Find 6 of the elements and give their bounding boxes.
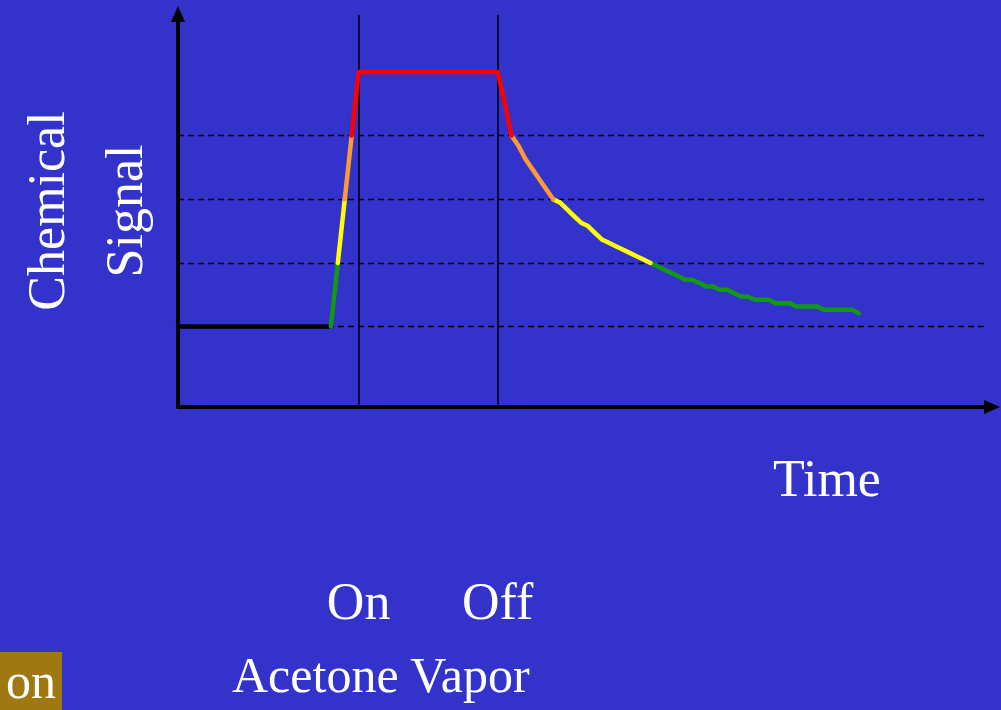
y-axis-title: Chemical Signal: [17, 111, 153, 311]
x-tick-label: On: [326, 572, 391, 630]
x-tick-label: Off: [462, 572, 534, 630]
text: on: [6, 653, 56, 709]
x-axis-title: Time: [773, 449, 881, 507]
text: Acetone Vapor: [232, 647, 530, 703]
